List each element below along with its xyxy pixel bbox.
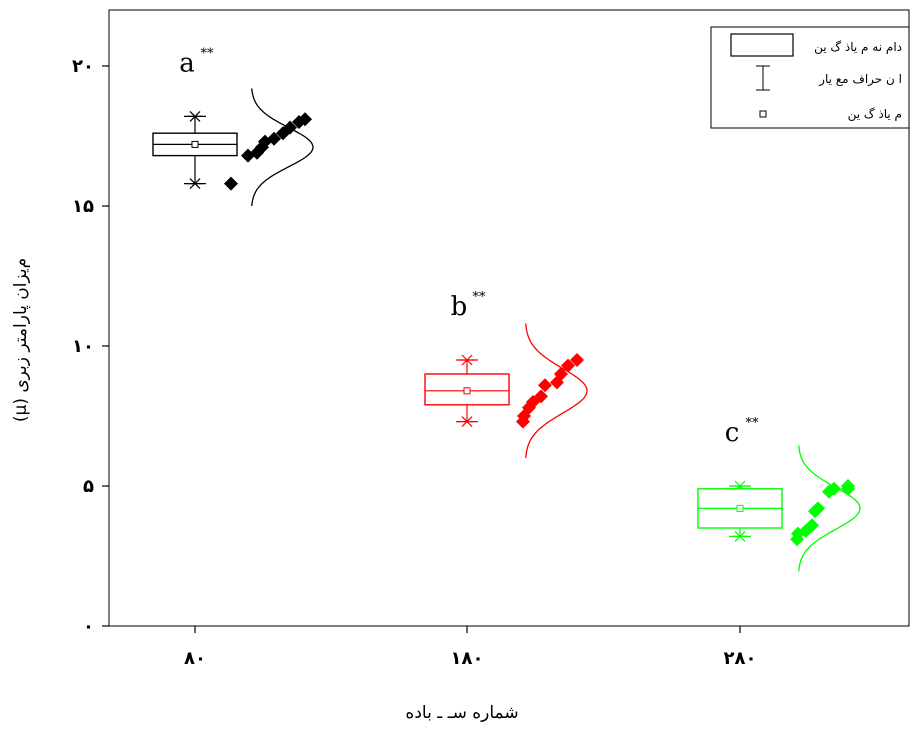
x-tick-label: ٨٠ <box>184 648 206 669</box>
distribution-curve <box>525 323 588 459</box>
asterisk-stroke <box>461 416 473 428</box>
legend-label-std: ا ن حراف مع یار <box>818 72 902 87</box>
y-tick-label: ٢٠ <box>72 56 94 77</box>
data-point <box>283 120 297 135</box>
x-tick-label: ٢٨٠ <box>724 648 757 669</box>
group-letter: a <box>179 48 195 78</box>
plot-area: ٠ ۵ ١٠ ١۵ ٢٠ ٨٠ ١٨٠ ٢٨٠ a ** b ** c ** <box>72 9 910 669</box>
asterisk-stroke <box>734 530 746 542</box>
legend-label-range: دام نه م یاذ گ ین <box>814 40 902 55</box>
x-tick-label: ١٨٠ <box>451 648 484 669</box>
legend-box-symbol <box>730 33 794 57</box>
asterisk-stroke <box>461 354 473 366</box>
x-axis-title: شماره سـ ـ باده <box>405 703 518 723</box>
group-significance: ** <box>746 416 760 431</box>
group-b: b ** <box>424 290 588 459</box>
iqr-box <box>424 373 510 406</box>
distribution-curve <box>798 445 861 572</box>
asterisk-stroke <box>189 110 201 122</box>
y-tick-label: ١۵ <box>72 196 94 217</box>
data-point <box>538 378 552 393</box>
data-point <box>298 112 312 127</box>
y-axis-title: (μ) م‌یزان پارامتر زبری <box>11 258 31 422</box>
data-point <box>841 479 855 493</box>
group-significance: ** <box>201 46 215 61</box>
data-point <box>805 518 819 533</box>
group-a: a ** <box>152 46 314 207</box>
y-tick-label: ۵ <box>83 476 94 497</box>
data-point <box>267 131 281 146</box>
data-point <box>224 176 238 191</box>
data-point <box>570 353 584 367</box>
group-c: c ** <box>697 416 861 572</box>
asterisk-stroke <box>189 178 201 190</box>
legend-mean-symbol <box>759 110 767 118</box>
distribution-curve <box>251 88 314 207</box>
data-point <box>534 389 548 404</box>
legend-whisker-symbol <box>756 65 770 91</box>
mean-marker <box>463 387 471 395</box>
group-significance: ** <box>473 290 487 305</box>
legend: دام نه م یاذ گ ین ا ن حراف مع یار م یاذ … <box>710 26 910 129</box>
legend-label-mean: م یاذ گ ین <box>848 107 902 122</box>
plot-frame <box>108 9 910 627</box>
mean-marker <box>736 504 744 512</box>
y-tick-label: ١٠ <box>72 336 94 357</box>
group-letter: b <box>451 292 468 322</box>
mean-marker <box>191 140 199 148</box>
data-point <box>811 501 825 516</box>
group-letter: c <box>725 418 740 448</box>
y-tick-label: ٠ <box>83 616 94 637</box>
data-point <box>554 367 568 381</box>
